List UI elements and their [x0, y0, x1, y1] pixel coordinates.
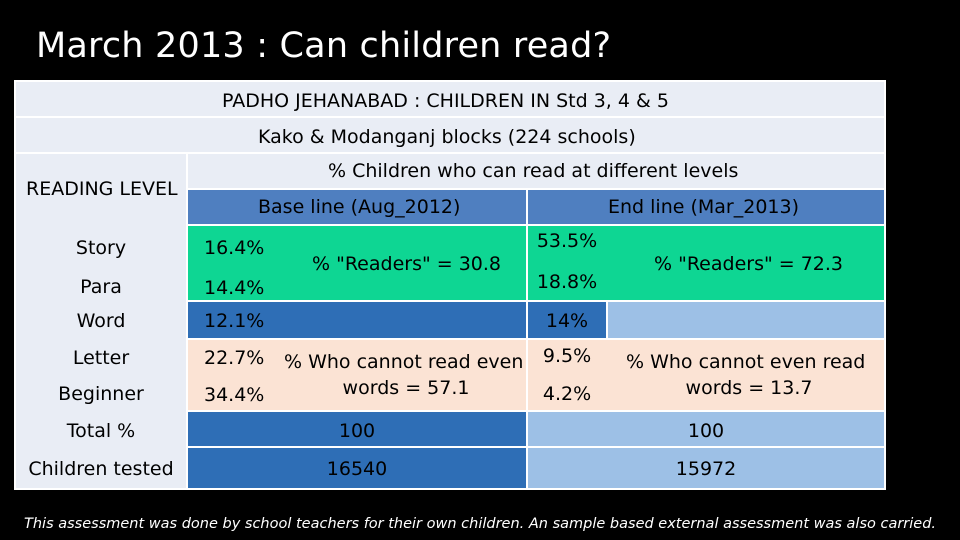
level-label-story: Story	[75, 237, 127, 259]
total-endline-cell	[528, 412, 884, 446]
endline-header-cell	[528, 190, 884, 224]
baseline-cannot-read-line-1: % Who cannot read even	[284, 351, 524, 373]
slide-title: March 2013 : Can children read?	[36, 26, 612, 66]
tested-endline-value: 15972	[675, 458, 737, 480]
reading-level-column	[16, 154, 186, 488]
data-table: PADHO JEHANABAD : CHILDREN IN Std 3, 4 &…	[14, 80, 886, 490]
header-row-2	[16, 118, 884, 152]
total-label: Total %	[66, 420, 136, 442]
endline-readers-cell	[528, 226, 884, 300]
endline-word-cell	[528, 302, 606, 338]
baseline-word-value: 12.1%	[204, 310, 265, 332]
total-endline-value: 100	[687, 420, 725, 442]
endline-beginner-value: 4.2%	[542, 383, 592, 405]
endline-para-value: 18.8%	[536, 271, 598, 293]
header-line-1: PADHO JEHANABAD : CHILDREN IN Std 3, 4 &…	[222, 90, 669, 112]
baseline-label: Base line (Aug_2012)	[258, 196, 461, 218]
baseline-beginner-value: 34.4%	[204, 384, 265, 406]
header-row-3	[188, 154, 884, 188]
baseline-para-value: 14.4%	[204, 277, 265, 299]
endline-story-value: 53.5%	[536, 230, 598, 252]
tested-baseline-value: 16540	[326, 458, 388, 480]
endline-cannot-read-line-1: % Who cannot even read	[626, 351, 866, 373]
endline-letter-value: 9.5%	[542, 345, 592, 367]
baseline-letter-value: 22.7%	[204, 347, 265, 369]
baseline-readers-summary: % "Readers" = 30.8	[312, 253, 502, 275]
baseline-story-value: 16.4%	[204, 237, 265, 259]
endline-cannot-read-line-2: words = 13.7	[685, 377, 813, 399]
total-baseline-value: 100	[338, 420, 376, 442]
reading-level-label: READING LEVEL	[26, 178, 178, 200]
level-label-para: Para	[80, 276, 122, 298]
baseline-readers-cell	[188, 226, 526, 300]
tested-endline-cell	[528, 448, 884, 488]
endline-word-value: 14%	[545, 310, 589, 332]
header-line-3: % Children who can read at different lev…	[328, 160, 739, 182]
endline-readers-summary: % "Readers" = 72.3	[654, 253, 844, 275]
baseline-word-cell	[188, 302, 526, 338]
tested-label: Children tested	[28, 458, 174, 480]
level-label-beginner: Beginner	[58, 383, 144, 405]
tested-baseline-cell	[188, 448, 526, 488]
total-baseline-cell	[188, 412, 526, 446]
level-label-letter: Letter	[72, 347, 130, 369]
baseline-cannot-read-cell	[188, 340, 526, 410]
endline-cannot-read-cell	[528, 340, 884, 410]
baseline-cannot-read-line-2: words = 57.1	[342, 377, 470, 399]
baseline-header-cell	[188, 190, 526, 224]
endline-word-empty-cell	[608, 302, 884, 338]
endline-label: End line (Mar_2013)	[608, 196, 800, 218]
level-label-word: Word	[76, 310, 126, 332]
header-row-1	[16, 82, 884, 116]
footnote: This assessment was done by school teach…	[24, 516, 937, 532]
header-line-2: Kako & Modanganj blocks (224 schools)	[258, 126, 636, 148]
